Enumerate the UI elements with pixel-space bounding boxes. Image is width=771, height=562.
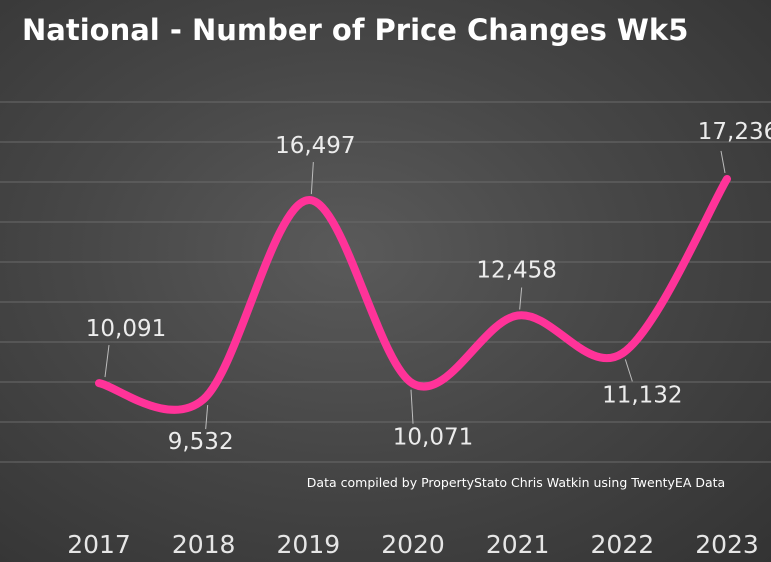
leader-line [104,345,110,378]
series-line [95,174,731,414]
data-label: 11,132 [602,382,682,408]
x-tick-label: 2017 [67,530,131,559]
leader-line [624,359,633,382]
data-label: 10,091 [86,316,166,342]
data-label: 9,532 [168,429,234,455]
leader-line [310,162,314,195]
gridlines [0,101,771,463]
x-tick-label: 2022 [591,530,655,559]
chart-title: National - Number of Price Changes Wk5 [22,13,688,47]
leader-line [205,405,209,430]
data-label: 16,497 [275,133,355,159]
source-note: Data compiled by PropertyStato Chris Wat… [307,475,725,490]
x-axis-tick-labels: 2017 2018 2019 2020 2021 2022 2023 [67,530,759,559]
x-tick-label: 2020 [381,530,445,559]
data-label: 12,458 [476,257,556,283]
leader-line [519,287,523,310]
leader-line [410,389,414,424]
x-tick-label: 2021 [486,530,550,559]
data-label: 17,236 [698,119,771,145]
leader-line [720,150,726,174]
x-tick-label: 2018 [172,530,236,559]
label-leader-lines [104,150,726,430]
x-tick-label: 2019 [277,530,341,559]
data-labels: 10,091 9,532 16,497 10,071 12,458 11,132 17,23… [86,119,771,455]
x-tick-label: 2023 [695,530,759,559]
data-label: 10,071 [393,425,473,451]
